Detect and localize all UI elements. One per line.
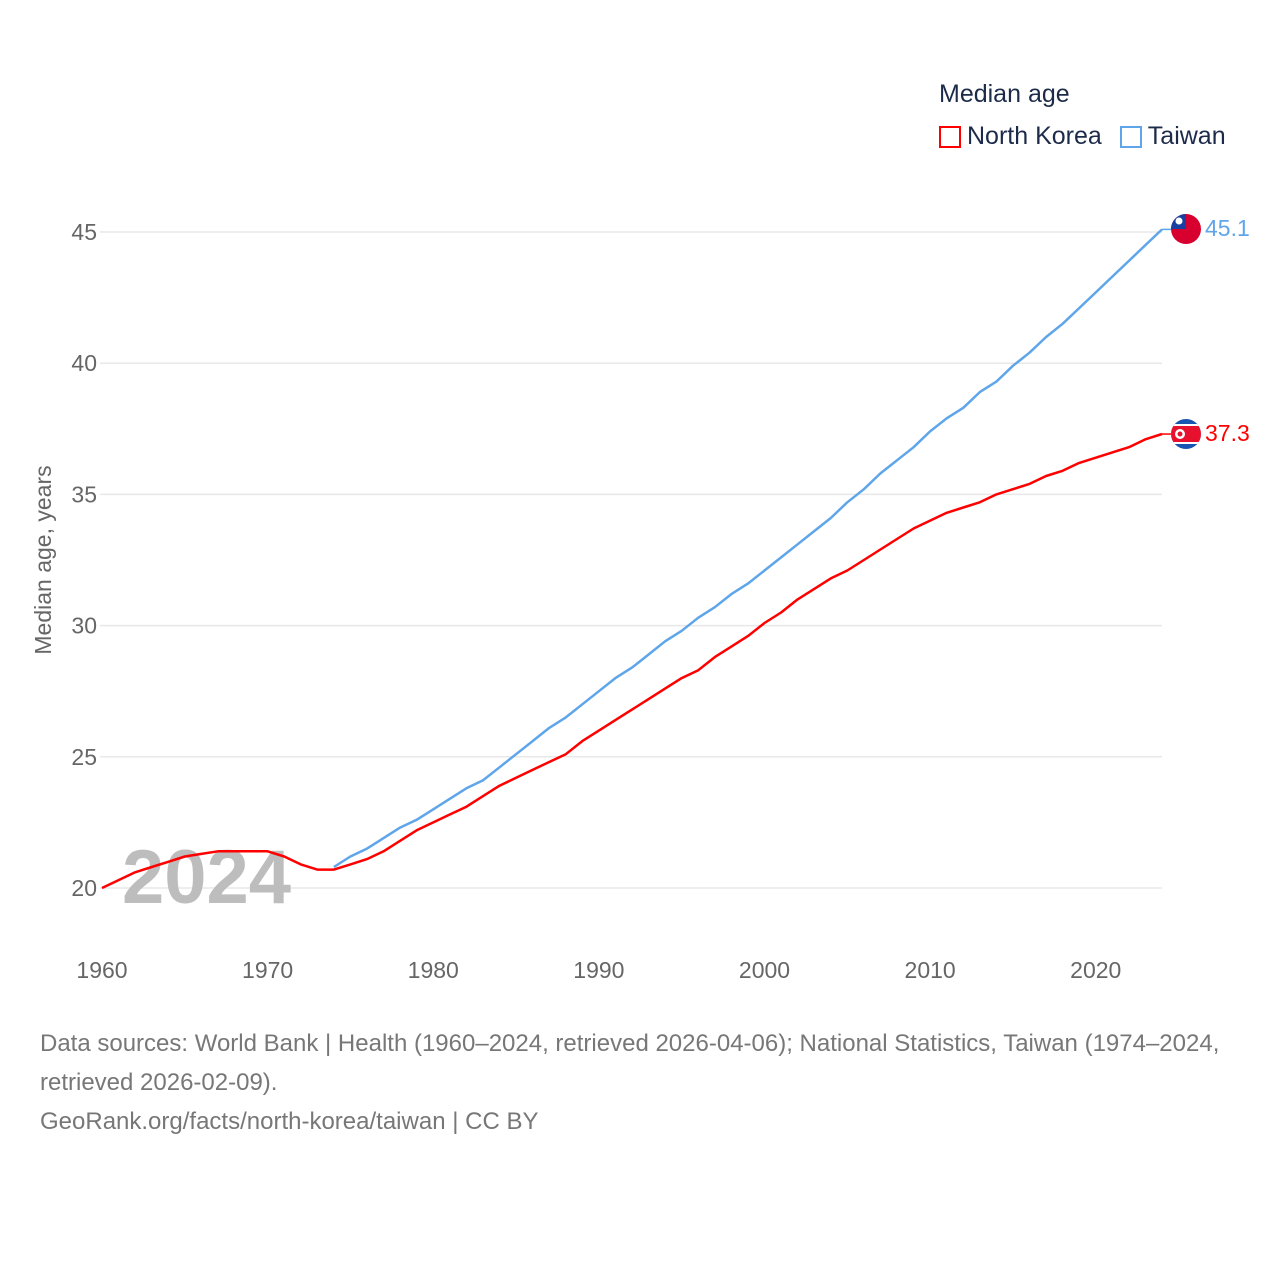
north-korea-flag-icon <box>1171 419 1201 449</box>
y-tick-label: 40 <box>71 350 97 376</box>
y-axis-label: Median age, years <box>30 465 56 654</box>
y-tick-label: 30 <box>71 613 97 639</box>
y-tick-label: 35 <box>71 481 97 507</box>
legend-item-north-korea[interactable]: North Korea <box>939 122 1102 151</box>
taiwan-flag-icon <box>1171 214 1201 244</box>
watermark-year: 2024 <box>122 835 291 920</box>
taiwan-end-label: 45.1 <box>1205 215 1250 241</box>
legend-item-taiwan[interactable]: Taiwan <box>1119 122 1226 151</box>
x-axis-ticks: 1960 1970 1980 1990 2000 2010 2020 <box>76 957 1121 983</box>
x-tick-label: 2020 <box>1070 957 1121 983</box>
x-tick-label: 1990 <box>573 957 624 983</box>
grid-lines <box>100 231 1162 889</box>
series-line-taiwan[interactable] <box>333 228 1163 869</box>
legend: North Korea Taiwan <box>939 122 1226 151</box>
north-korea-end-label: 37.3 <box>1205 420 1250 446</box>
series-lines <box>101 228 1172 890</box>
legend-swatch-north-korea <box>939 125 961 148</box>
legend-title: Median age <box>939 80 1070 108</box>
x-tick-label: 1980 <box>408 957 459 983</box>
legend-label: North Korea <box>967 122 1102 150</box>
y-tick-label: 45 <box>71 219 97 245</box>
legend-label: Taiwan <box>1147 122 1226 150</box>
legend-swatch-taiwan <box>1119 125 1142 148</box>
y-tick-label: 25 <box>71 744 97 770</box>
credit-link[interactable]: GeoRank.org/facts/north-korea/taiwan | C… <box>40 1108 539 1135</box>
data-sources: Data sources: World Bank | Health (1960–… <box>40 1030 1220 1096</box>
series-line-north-korea[interactable] <box>101 432 1163 890</box>
y-tick-label: 20 <box>71 875 97 901</box>
x-tick-label: 2000 <box>739 957 790 983</box>
x-tick-label: 1960 <box>76 957 127 983</box>
y-axis-ticks: 20 25 30 35 40 45 <box>71 219 97 901</box>
footer: Data sources: World Bank | Health (1960–… <box>40 1024 1250 1141</box>
x-tick-label: 1970 <box>242 957 293 983</box>
x-tick-label: 2010 <box>905 957 956 983</box>
